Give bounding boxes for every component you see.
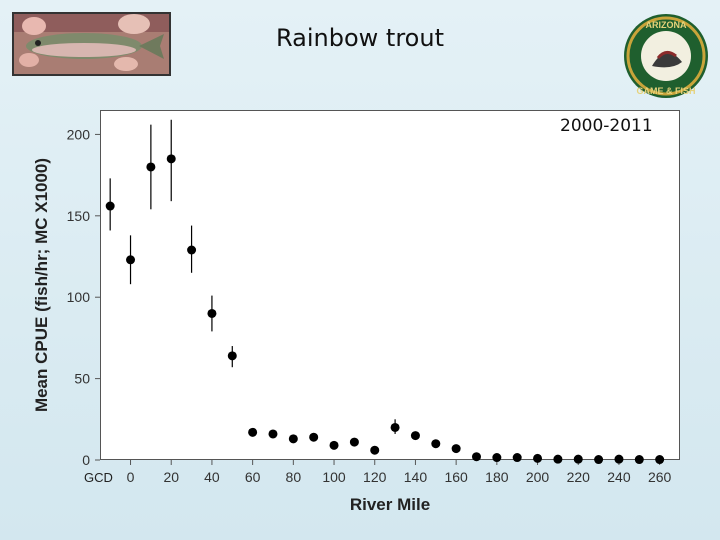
y-tick-label: 150 bbox=[67, 208, 91, 224]
data-point bbox=[309, 432, 319, 442]
data-point bbox=[390, 422, 400, 432]
x-tick-label: 40 bbox=[204, 469, 220, 485]
data-point bbox=[410, 431, 420, 441]
plot-area bbox=[100, 110, 680, 460]
x-tick-label: 240 bbox=[607, 469, 631, 485]
data-point bbox=[553, 454, 563, 464]
page-title: Rainbow trout bbox=[276, 24, 444, 52]
svg-text:GAME & FISH: GAME & FISH bbox=[636, 86, 695, 96]
y-tick-label: 50 bbox=[74, 371, 90, 387]
y-tick-label: 200 bbox=[67, 126, 91, 142]
y-tick-label: 0 bbox=[82, 452, 90, 468]
x-tick-label: 60 bbox=[245, 469, 261, 485]
x-tick-label: 100 bbox=[322, 469, 346, 485]
data-point bbox=[329, 440, 339, 450]
data-point bbox=[248, 427, 258, 437]
data-point bbox=[451, 444, 461, 454]
x-tick-label: 160 bbox=[444, 469, 468, 485]
data-point bbox=[655, 455, 665, 465]
data-point bbox=[634, 455, 644, 465]
x-tick-label: 200 bbox=[526, 469, 550, 485]
x-tick-label: 0 bbox=[127, 469, 135, 485]
data-point bbox=[471, 452, 481, 462]
data-point bbox=[431, 439, 441, 449]
x-tick-label: 120 bbox=[363, 469, 387, 485]
data-point bbox=[512, 453, 522, 463]
y-tick-label: 100 bbox=[67, 289, 91, 305]
data-point bbox=[268, 429, 278, 439]
x-axis-label: River Mile bbox=[349, 495, 431, 514]
x-tick-label: 220 bbox=[567, 469, 591, 485]
svg-text:ARIZONA: ARIZONA bbox=[646, 20, 687, 30]
x-tick-label: 80 bbox=[286, 469, 302, 485]
gcd-label: GCD bbox=[84, 470, 113, 485]
data-point bbox=[533, 453, 543, 463]
rainbow-trout-photo bbox=[12, 12, 171, 76]
x-tick-label: 20 bbox=[163, 469, 179, 485]
y-axis-label: Mean CPUE (fish/hr; MC X1000) bbox=[32, 157, 51, 413]
data-point bbox=[227, 351, 237, 361]
period-label: 2000-2011 bbox=[560, 116, 653, 136]
data-point bbox=[492, 453, 502, 463]
data-point bbox=[370, 445, 380, 455]
x-tick-label: 180 bbox=[485, 469, 509, 485]
x-tick-label: 140 bbox=[404, 469, 428, 485]
arizona-game-fish-logo: ARIZONA GAME & FISH bbox=[622, 12, 710, 100]
data-point bbox=[207, 308, 217, 318]
data-point bbox=[187, 245, 197, 255]
data-point bbox=[105, 201, 115, 211]
data-point bbox=[573, 454, 583, 464]
data-point bbox=[146, 162, 156, 172]
data-point bbox=[126, 255, 136, 265]
data-point bbox=[288, 434, 298, 444]
data-point bbox=[166, 154, 176, 164]
x-tick-label: 260 bbox=[648, 469, 672, 485]
data-point bbox=[594, 455, 604, 465]
data-point bbox=[614, 454, 624, 464]
data-point bbox=[349, 437, 359, 447]
